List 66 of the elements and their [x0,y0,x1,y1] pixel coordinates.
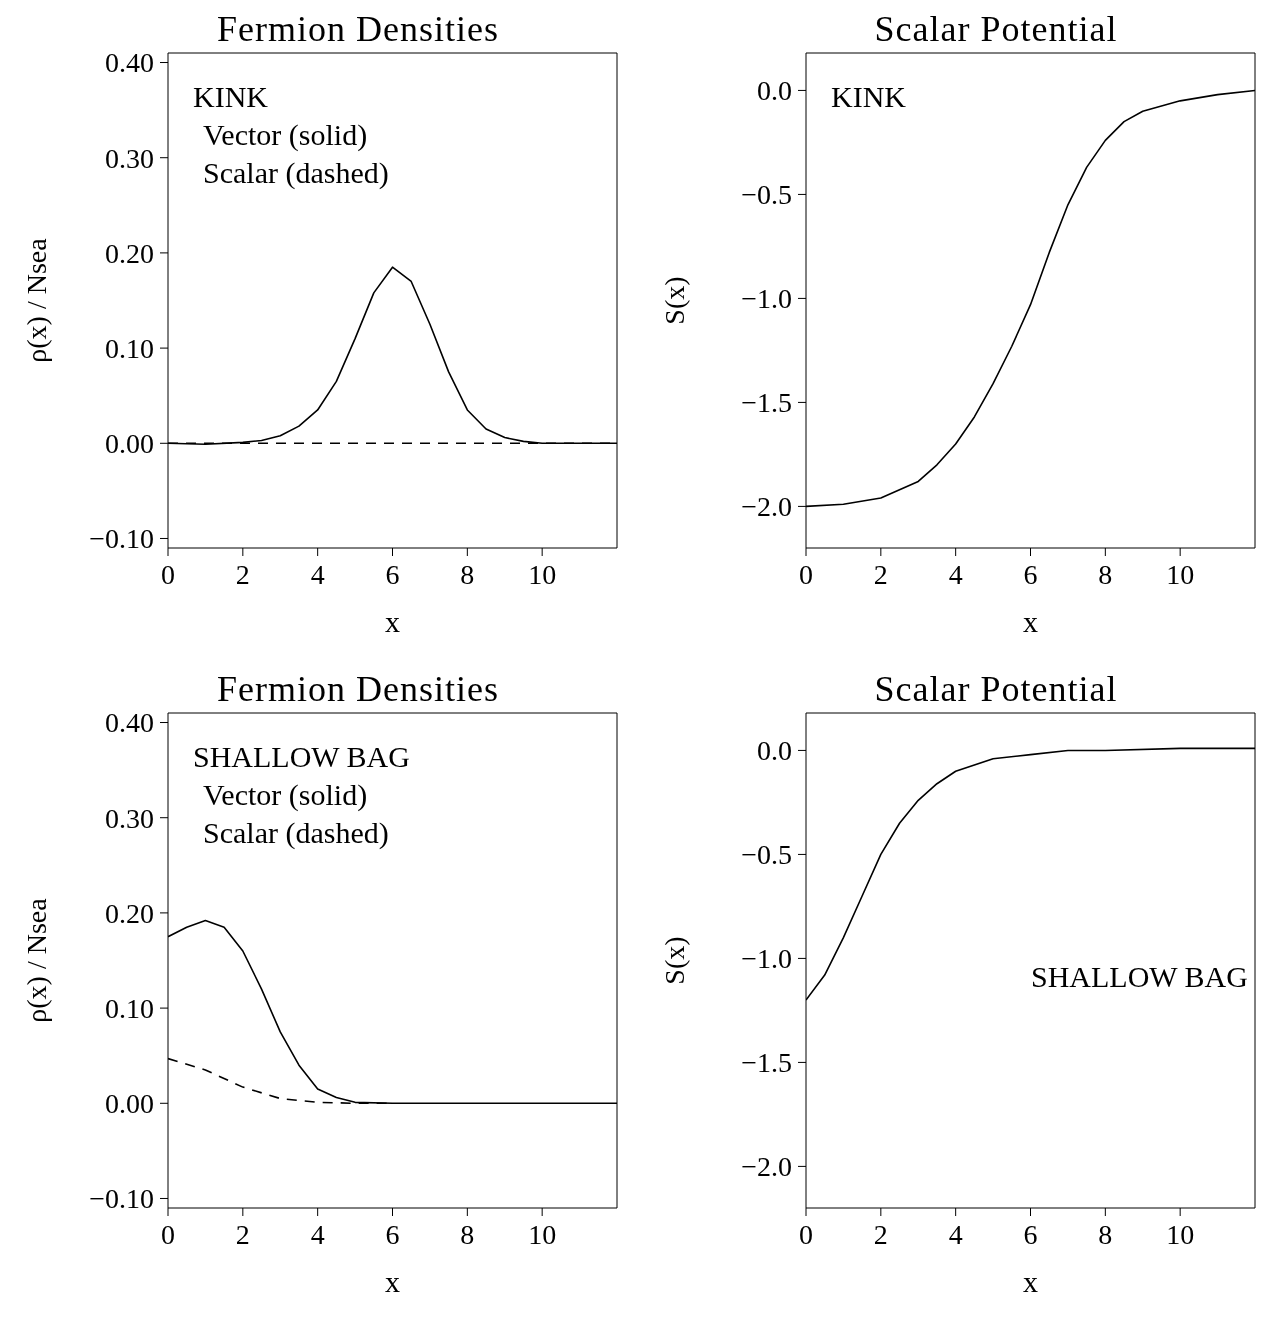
y-tick-label: −0.5 [741,179,792,211]
y-tick-label: 0.40 [105,47,154,79]
y-tick-label: 0.0 [757,75,792,107]
y-axis-title: ρ(x) / Nsea [20,237,52,363]
x-tick-label: 6 [1023,1218,1038,1250]
annotation: SHALLOW BAG [193,739,410,775]
y-tick-label: 0.30 [105,802,154,834]
x-tick-label: 10 [1166,558,1195,590]
y-tick-label: −0.10 [89,523,154,555]
y-tick-label: −1.0 [741,943,792,975]
x-axis-title: x [1023,1265,1038,1298]
y-tick-label: −1.5 [741,1047,792,1079]
y-tick-label: 0.40 [105,707,154,739]
x-tick-label: 0 [799,1218,813,1250]
y-tick-label: 0.00 [105,428,154,460]
y-tick-label: 0.00 [105,1088,154,1120]
x-tick-label: 2 [873,1218,888,1250]
y-tick-label: −2.0 [741,1151,792,1183]
annotation: Scalar (dashed) [202,815,390,851]
x-tick-label: 8 [460,1218,475,1250]
x-tick-label: 0 [799,558,813,590]
x-axis-title: x [1023,605,1038,638]
annotation: SHALLOW BAG [1031,959,1248,995]
chart-title: Fermion Densities [217,669,499,709]
x-tick-label: 6 [385,1218,400,1250]
x-tick-label: 10 [528,558,557,590]
y-tick-label: 0.0 [757,735,792,767]
annotation: Vector (solid) [202,777,369,813]
chart-title: Scalar Potential [873,8,1119,50]
y-tick-label: 0.10 [105,333,154,365]
x-tick-label: 10 [1166,1218,1195,1250]
y-tick-label: −0.10 [89,1183,154,1215]
x-axis-title: x [385,1265,400,1298]
x-tick-label: 8 [1098,1218,1113,1250]
y-tick-label: 0.10 [105,993,154,1025]
x-axis-title: x [385,605,400,638]
x-tick-label: 2 [235,558,250,590]
y-tick-label: 0.20 [105,897,154,929]
x-tick-label: 8 [1098,558,1113,590]
x-tick-label: 4 [310,1218,325,1250]
y-tick-label: −1.0 [741,283,792,315]
x-tick-label: 4 [310,558,325,590]
x-tick-label: 6 [385,558,400,590]
annotation: KINK [193,79,269,115]
x-tick-label: 6 [1023,558,1038,590]
y-axis-title: S(x) [658,276,690,325]
x-tick-label: 0 [161,1218,175,1250]
y-axis-title: ρ(x) / Nsea [20,897,52,1023]
y-axis-title: S(x) [658,936,690,985]
y-tick-label: 0.30 [105,142,154,174]
x-tick-label: 0 [161,558,175,590]
chart-title: Fermion Densities [217,9,499,49]
y-tick-label: −0.5 [741,839,792,871]
x-tick-label: 4 [948,1218,963,1250]
y-tick-label: −1.5 [741,387,792,419]
annotation: Vector (solid) [202,117,369,153]
x-tick-label: 2 [873,558,888,590]
y-tick-label: 0.20 [105,237,154,269]
x-tick-label: 8 [460,558,475,590]
annotation: KINK [831,79,906,115]
chart-title: Scalar Potential [873,668,1119,710]
x-tick-label: 4 [948,558,963,590]
annotation: Scalar (dashed) [202,155,389,191]
x-tick-label: 10 [528,1218,557,1250]
y-tick-label: −2.0 [741,491,792,523]
x-tick-label: 2 [235,1218,250,1250]
